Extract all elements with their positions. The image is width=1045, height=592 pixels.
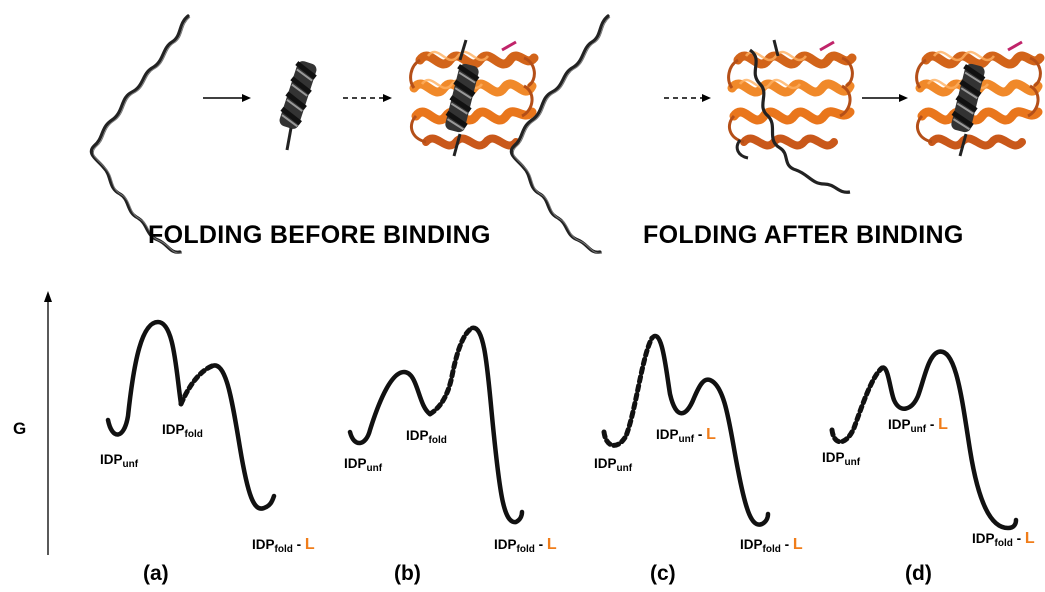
free-energy-axis-label: G — [13, 419, 27, 438]
energy-profile-b — [347, 325, 525, 525]
state-label: IDPunf — [100, 452, 139, 470]
energy-profile-a — [105, 319, 277, 511]
state-label: IDPfold — [162, 422, 203, 440]
panel-label-c: (c) — [650, 562, 676, 585]
ligand-label: L — [938, 416, 948, 433]
panel-label-a: (a) — [143, 562, 169, 585]
bound-complex-structure — [411, 40, 535, 157]
ligand-label: L — [546, 536, 557, 553]
state-label: IDPunf - L — [888, 416, 948, 435]
state-label: IDPfold - L — [494, 536, 557, 555]
ligand-label: L — [792, 536, 803, 553]
state-label: IDPfold - L — [740, 536, 803, 555]
ligand-label: L — [706, 426, 716, 443]
unfolded-idp-structure — [89, 14, 192, 255]
unfolded-idp-structure-right — [509, 14, 612, 255]
folded-idp-helix — [277, 59, 319, 130]
heading-folding-after-binding: FOLDING AFTER BINDING — [643, 221, 964, 249]
state-label: IDPunf — [822, 450, 861, 468]
ligand-label: L — [1024, 530, 1035, 547]
state-label: IDPunf — [344, 456, 383, 474]
panel-label-d: (d) — [905, 562, 932, 585]
energy-profile-c — [601, 333, 771, 527]
state-label: IDPunf — [594, 456, 633, 474]
state-label: IDPfold — [406, 428, 447, 446]
heading-folding-before-binding: FOLDING BEFORE BINDING — [148, 221, 491, 249]
state-label: IDPunf - L — [656, 426, 716, 445]
ligand-label: L — [304, 536, 315, 553]
panel-label-b: (b) — [394, 562, 421, 585]
state-label: IDPfold - L — [252, 536, 315, 555]
state-label: IDPfold - L — [972, 530, 1035, 549]
energy-profile-d — [829, 349, 1019, 531]
energy-axis-arrowhead — [44, 291, 52, 302]
bound-complex-structure-right — [917, 42, 1041, 157]
encounter-complex-structure — [729, 40, 853, 194]
